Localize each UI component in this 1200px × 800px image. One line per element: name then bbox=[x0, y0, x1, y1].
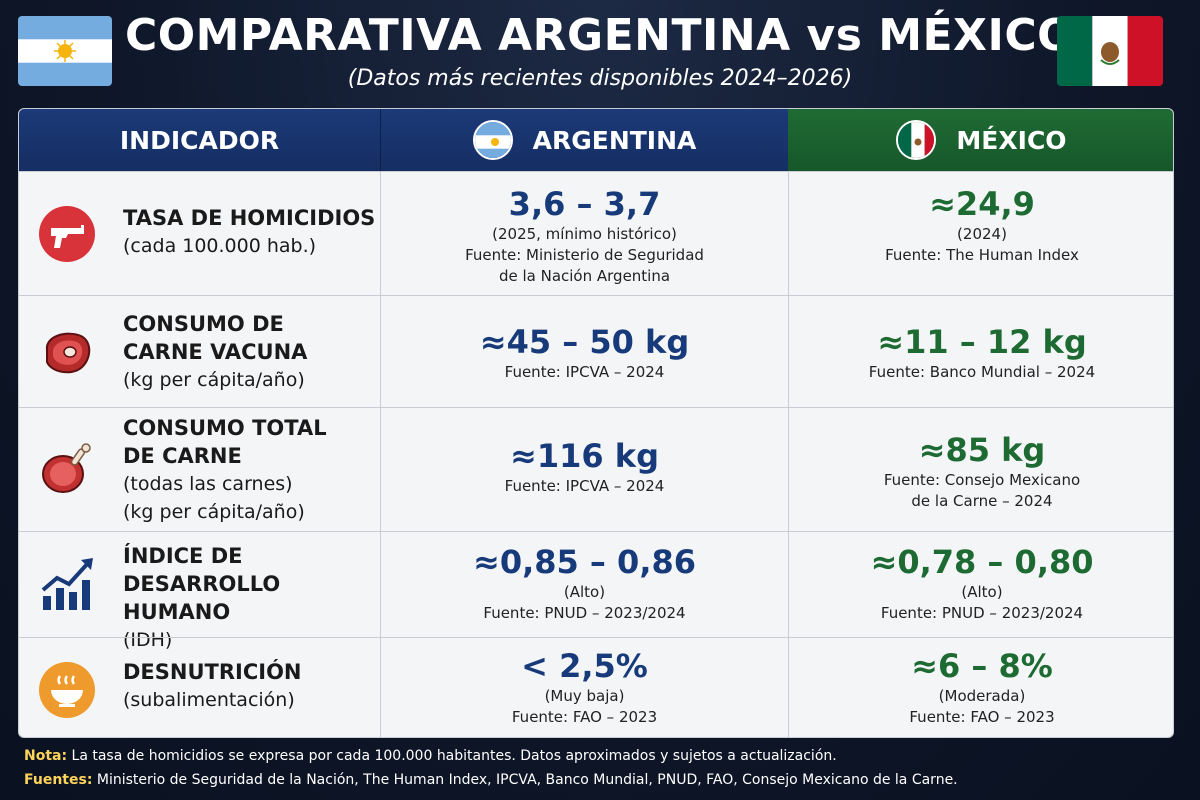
argentina-value-cell: ≈116 kg Fuente: IPCVA – 2024 bbox=[380, 408, 788, 531]
mexico-value: ≈85 kg bbox=[918, 431, 1046, 469]
mexico-detail: (Alto) bbox=[961, 583, 1003, 601]
mexico-source: Fuente: Banco Mundial – 2024 bbox=[868, 363, 1096, 381]
bowl-icon bbox=[37, 660, 97, 720]
indicator-label: CONSUMO DE bbox=[123, 312, 284, 336]
argentina-source: Fuente: FAO – 2023 bbox=[511, 708, 658, 726]
argentina-source: Fuente: IPCVA – 2024 bbox=[504, 477, 665, 495]
ham-icon bbox=[37, 438, 97, 498]
column-header-argentina: ARGENTINA bbox=[380, 109, 788, 171]
indicator-note-cont: (kg per cápita/año) bbox=[123, 501, 305, 523]
footer-sources-text: Ministerio de Seguridad de la Nación, Th… bbox=[92, 772, 958, 788]
header: COMPARATIVA ARGENTINA vs MÉXICO (Datos m… bbox=[0, 0, 1200, 104]
mexico-flag-icon bbox=[1057, 16, 1163, 86]
indicator-label: TASA DE HOMICIDIOS bbox=[123, 206, 376, 230]
footer-note-text: La tasa de homicidios se expresa por cad… bbox=[67, 748, 837, 764]
indicator-note: (kg per cápita/año) bbox=[123, 369, 305, 391]
argentina-detail: (Alto) bbox=[563, 583, 606, 601]
indicator-label: DESNUTRICIÓN bbox=[123, 660, 302, 684]
argentina-value-cell: < 2,5% (Muy baja) Fuente: FAO – 2023 bbox=[380, 638, 788, 737]
argentina-value: < 2,5% bbox=[521, 647, 648, 685]
table-header: INDICADOR ARGENTINA MÉXICO bbox=[19, 109, 1173, 171]
argentina-detail: (Muy baja) bbox=[544, 687, 625, 705]
footer-note: Nota: La tasa de homicidios se expresa p… bbox=[24, 744, 1184, 768]
column-header-indicator: INDICADOR bbox=[19, 109, 380, 171]
argentina-value-cell: ≈0,85 – 0,86 (Alto) Fuente: PNUD – 2023/… bbox=[380, 532, 788, 637]
footer-sources: Fuentes: Ministerio de Seguridad de la N… bbox=[24, 768, 1184, 792]
mexico-value-cell: ≈85 kg Fuente: Consejo Mexicano de la Ca… bbox=[788, 408, 1173, 531]
argentina-value-cell: ≈45 – 50 kg Fuente: IPCVA – 2024 bbox=[380, 296, 788, 407]
indicator-note: (subalimentación) bbox=[123, 689, 295, 711]
argentina-source-cont: de la Nación Argentina bbox=[498, 267, 671, 285]
mexico-source: Fuente: PNUD – 2023/2024 bbox=[880, 604, 1084, 622]
page-title: COMPARATIVA ARGENTINA vs MÉXICO bbox=[124, 10, 1076, 61]
mexico-source: Fuente: The Human Index bbox=[885, 246, 1079, 264]
mexico-source: Fuente: FAO – 2023 bbox=[909, 708, 1055, 726]
indicator-note: (todas las carnes) bbox=[123, 473, 293, 495]
argentina-detail: (2025, mínimo histórico) bbox=[492, 225, 677, 243]
mexico-source: Fuente: Consejo Mexicano bbox=[883, 471, 1081, 489]
mexico-detail: (Moderada) bbox=[938, 687, 1026, 705]
mexico-value: ≈11 – 12 kg bbox=[877, 323, 1087, 361]
footer-notes: Nota: La tasa de homicidios se expresa p… bbox=[24, 744, 1184, 792]
column-header-mexico: MÉXICO bbox=[788, 109, 1173, 171]
page-subtitle: (Datos más recientes disponibles 2024–20… bbox=[347, 66, 853, 91]
indicator-note: (cada 100.000 hab.) bbox=[123, 235, 317, 257]
table-row-consumo-total: CONSUMO TOTAL DE CARNE (todas las carnes… bbox=[19, 407, 1173, 531]
mexico-detail: (2024) bbox=[957, 225, 1007, 243]
indicator-label-cont: CARNE VACUNA bbox=[123, 340, 308, 364]
pistol-icon bbox=[37, 204, 97, 264]
indicator-note: (IDH) bbox=[123, 629, 173, 651]
footer-sources-label: Fuentes: bbox=[24, 772, 93, 788]
argentina-source: Fuente: PNUD – 2023/2024 bbox=[483, 604, 686, 622]
mexico-value-cell: ≈11 – 12 kg Fuente: Banco Mundial – 2024 bbox=[788, 296, 1173, 407]
argentina-value: ≈0,85 – 0,86 bbox=[473, 543, 696, 581]
indicator-cell: CONSUMO TOTAL DE CARNE (todas las carnes… bbox=[19, 408, 380, 531]
argentina-value: ≈116 kg bbox=[510, 437, 659, 475]
mexico-value: ≈6 – 8% bbox=[911, 647, 1053, 685]
mexico-value: ≈24,9 bbox=[929, 185, 1035, 223]
indicator-cell: TASA DE HOMICIDIOS (cada 100.000 hab.) bbox=[19, 172, 380, 295]
column-header-argentina-label: ARGENTINA bbox=[532, 125, 697, 155]
table-row-desnutricion: DESNUTRICIÓN (subalimentación) < 2,5% (M… bbox=[19, 637, 1173, 737]
argentina-mini-flag-icon bbox=[472, 120, 513, 160]
mexico-value: ≈0,78 – 0,80 bbox=[870, 543, 1094, 581]
mexico-value-cell: ≈0,78 – 0,80 (Alto) Fuente: PNUD – 2023/… bbox=[788, 532, 1173, 637]
indicator-label: CONSUMO TOTAL bbox=[123, 416, 327, 440]
argentina-flag-icon bbox=[18, 16, 112, 86]
argentina-value: 3,6 – 3,7 bbox=[508, 185, 661, 223]
indicator-label: ÍNDICE DE bbox=[123, 544, 243, 568]
table-row-idh: ÍNDICE DE DESARROLLO HUMANO (IDH) ≈0,85 … bbox=[19, 531, 1173, 651]
mexico-mini-flag-icon bbox=[896, 120, 937, 160]
comparison-table: INDICADOR ARGENTINA MÉXICO bbox=[18, 108, 1174, 738]
table-row-homicidios: TASA DE HOMICIDIOS (cada 100.000 hab.) 3… bbox=[19, 171, 1173, 295]
footer-note-label: Nota: bbox=[24, 748, 68, 764]
indicator-cell: ÍNDICE DE DESARROLLO HUMANO (IDH) bbox=[19, 532, 380, 651]
indicator-label-cont: DE CARNE bbox=[123, 444, 242, 468]
mexico-value-cell: ≈6 – 8% (Moderada) Fuente: FAO – 2023 bbox=[788, 638, 1173, 737]
argentina-value-cell: 3,6 – 3,7 (2025, mínimo histórico) Fuent… bbox=[380, 172, 788, 295]
column-header-mexico-label: MÉXICO bbox=[956, 125, 1067, 155]
argentina-source: Fuente: IPCVA – 2024 bbox=[504, 363, 665, 381]
steak-icon bbox=[37, 322, 97, 382]
mexico-value-cell: ≈24,9 (2024) Fuente: The Human Index bbox=[788, 172, 1173, 295]
argentina-value: ≈45 – 50 kg bbox=[479, 323, 690, 361]
growth-chart-icon bbox=[37, 554, 97, 614]
indicator-cell: CONSUMO DE CARNE VACUNA (kg per cápita/a… bbox=[19, 296, 380, 407]
table-row-carne-vacuna: CONSUMO DE CARNE VACUNA (kg per cápita/a… bbox=[19, 295, 1173, 407]
mexico-source-cont: de la Carne – 2024 bbox=[911, 492, 1053, 510]
indicator-label-cont: DESARROLLO HUMANO bbox=[123, 572, 281, 624]
indicator-cell: DESNUTRICIÓN (subalimentación) bbox=[19, 638, 380, 737]
argentina-source: Fuente: Ministerio de Seguridad bbox=[465, 246, 704, 264]
